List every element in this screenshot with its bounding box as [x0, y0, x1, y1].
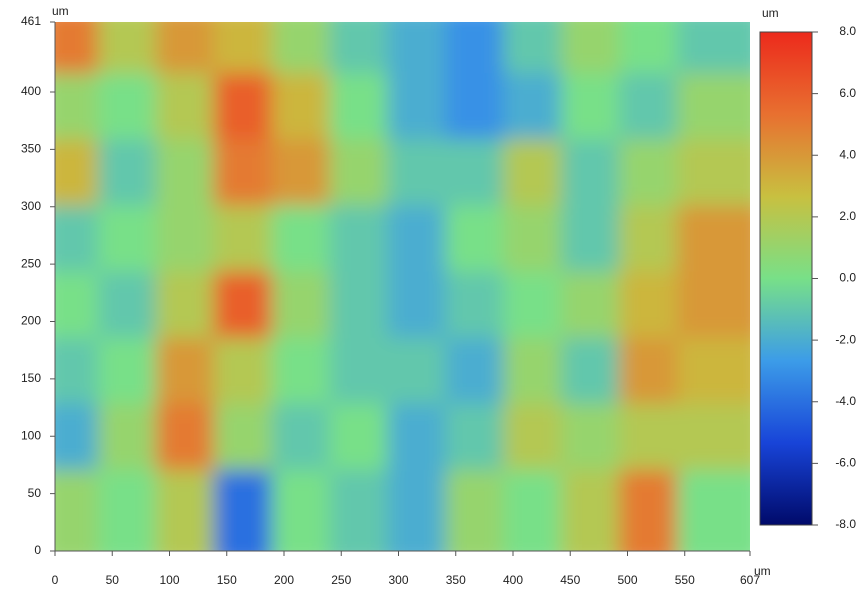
x-tick-label: 607 [740, 573, 760, 587]
x-tick-label: 150 [217, 573, 237, 587]
x-tick-label: 250 [331, 573, 351, 587]
x-tick-label: 500 [617, 573, 637, 587]
colorbar-tick-label: 4.0 [839, 147, 856, 161]
colorbar-tick-label: 6.0 [839, 86, 856, 100]
x-tick-label: 0 [52, 573, 59, 587]
x-tick-label: 400 [503, 573, 523, 587]
y-tick-label: 0 [34, 543, 41, 557]
y-tick-label: 200 [21, 314, 41, 328]
x-tick-label: 50 [106, 573, 120, 587]
colorbar-tick-label: -6.0 [835, 456, 856, 470]
y-tick-label: 100 [21, 428, 41, 442]
x-tick-label: 550 [675, 573, 695, 587]
y-tick-label: 150 [21, 371, 41, 385]
x-tick-label: 100 [159, 573, 179, 587]
x-unit: um [754, 564, 771, 578]
y-tick-label: 300 [21, 199, 41, 213]
y-tick-label: 50 [28, 486, 42, 500]
colorbar-tick-label: -2.0 [835, 332, 856, 346]
x-tick-label: 350 [446, 573, 466, 587]
x-tick-label: 450 [560, 573, 580, 587]
colorbar [759, 31, 813, 526]
colorbar-tick-label: -4.0 [835, 394, 856, 408]
heatmap-cell [677, 469, 750, 551]
colorbar-tick-label: 2.0 [839, 209, 856, 223]
heatmap-cells [55, 22, 750, 551]
colorbar-tick-label: 8.0 [839, 24, 856, 38]
y-tick-label: 350 [21, 142, 41, 156]
y-tick-label: 400 [21, 84, 41, 98]
y-tick-label: 250 [21, 256, 41, 270]
colorbar-tick-label: 0.0 [839, 271, 856, 285]
y-tick-label: 461 [21, 14, 41, 28]
heatmap [55, 22, 750, 551]
colorbar-unit: um [762, 6, 779, 20]
colorbar-tick-label: -8.0 [835, 517, 856, 531]
x-tick-label: 200 [274, 573, 294, 587]
y-unit: um [52, 4, 69, 18]
x-tick-label: 300 [388, 573, 408, 587]
